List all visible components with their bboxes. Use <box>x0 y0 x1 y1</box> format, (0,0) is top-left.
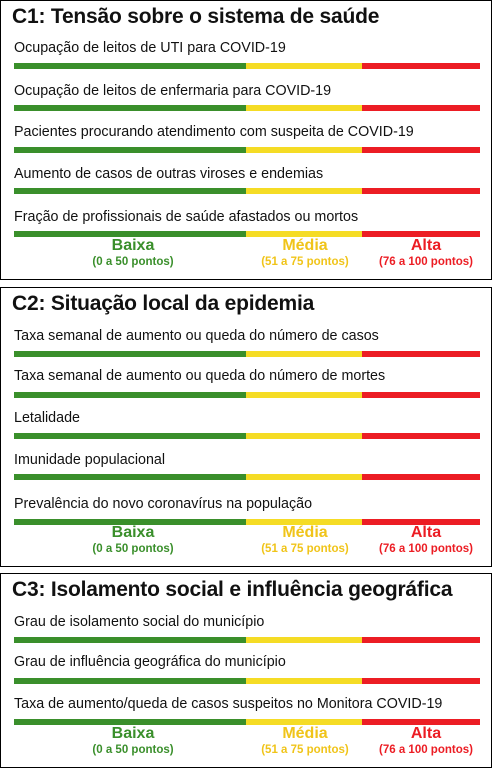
risk-scale-bar <box>14 63 480 69</box>
panel-c1: C1: Tensão sobre o sistema de saúde Ocup… <box>0 0 492 280</box>
legend-high: Alta (76 a 100 pontos) <box>361 725 491 757</box>
legend-high-label: Alta <box>410 725 442 742</box>
legend-low-range: (0 a 50 pontos) <box>92 256 174 268</box>
indicator-label: Fração de profissionais de saúde afastad… <box>14 209 359 225</box>
legend-high: Alta (76 a 100 pontos) <box>361 524 491 556</box>
indicator-label: Taxa semanal de aumento ou queda do núme… <box>14 368 386 384</box>
legend-high-range: (76 a 100 pontos) <box>379 744 473 756</box>
risk-scale-bar <box>14 678 480 684</box>
legend-mid-label: Média <box>282 524 328 541</box>
legend-high: Alta (76 a 100 pontos) <box>361 237 491 269</box>
risk-scale-bar <box>14 392 480 398</box>
risk-scale-bar <box>14 474 480 480</box>
risk-scale-bar <box>14 147 480 153</box>
panel-title: C3: Isolamento social e influência geogr… <box>12 578 453 601</box>
risk-scale-bar <box>14 719 480 725</box>
indicator-label: Taxa semanal de aumento ou queda do núme… <box>14 328 379 344</box>
legend-low: Baixa (0 a 50 pontos) <box>63 524 203 556</box>
indicator-label: Prevalência do novo coronavírus na popul… <box>14 496 313 512</box>
legend-high-label: Alta <box>410 524 442 541</box>
legend-low-label: Baixa <box>111 725 155 742</box>
risk-scale-bar <box>14 519 480 525</box>
risk-scale-bar <box>14 351 480 357</box>
legend-high-label: Alta <box>410 237 442 254</box>
indicator-label: Ocupação de leitos de UTI para COVID-19 <box>14 40 286 56</box>
indicator-label: Aumento de casos de outras viroses e end… <box>14 166 324 182</box>
legend-mid: Média (51 a 75 pontos) <box>247 237 363 269</box>
legend-mid: Média (51 a 75 pontos) <box>247 725 363 757</box>
panel-c2: C2: Situação local da epidemia Taxa sema… <box>0 287 492 567</box>
legend-mid-label: Média <box>282 237 328 254</box>
panel-title: C2: Situação local da epidemia <box>12 292 315 315</box>
legend-low: Baixa (0 a 50 pontos) <box>63 237 203 269</box>
risk-scale-bar <box>14 433 480 439</box>
legend-low-range: (0 a 50 pontos) <box>92 744 174 756</box>
legend-mid-range: (51 a 75 pontos) <box>261 256 349 268</box>
legend-low-label: Baixa <box>111 524 155 541</box>
risk-scale-bar <box>14 188 480 194</box>
legend-mid-range: (51 a 75 pontos) <box>261 543 349 555</box>
legend-low-range: (0 a 50 pontos) <box>92 543 174 555</box>
legend-low: Baixa (0 a 50 pontos) <box>63 725 203 757</box>
indicator-label: Pacientes procurando atendimento com sus… <box>14 124 414 140</box>
legend-mid: Média (51 a 75 pontos) <box>247 524 363 556</box>
panel-c3: C3: Isolamento social e influência geogr… <box>0 573 492 768</box>
risk-scale-bar <box>14 105 480 111</box>
indicator-label: Grau de influência geográfica do municíp… <box>14 654 286 670</box>
legend-low-label: Baixa <box>111 237 155 254</box>
indicator-label: Grau de isolamento social do município <box>14 614 265 630</box>
indicator-label: Ocupação de leitos de enfermaria para CO… <box>14 83 332 99</box>
indicator-label: Imunidade populacional <box>14 452 166 468</box>
panel-title: C1: Tensão sobre o sistema de saúde <box>12 5 380 28</box>
indicator-label: Letalidade <box>14 410 80 426</box>
legend-mid-range: (51 a 75 pontos) <box>261 744 349 756</box>
indicator-label: Taxa de aumento/queda de casos suspeitos… <box>14 696 443 712</box>
risk-scale-bar <box>14 637 480 643</box>
legend-high-range: (76 a 100 pontos) <box>379 256 473 268</box>
legend-high-range: (76 a 100 pontos) <box>379 543 473 555</box>
risk-scale-bar <box>14 231 480 237</box>
legend-mid-label: Média <box>282 725 328 742</box>
